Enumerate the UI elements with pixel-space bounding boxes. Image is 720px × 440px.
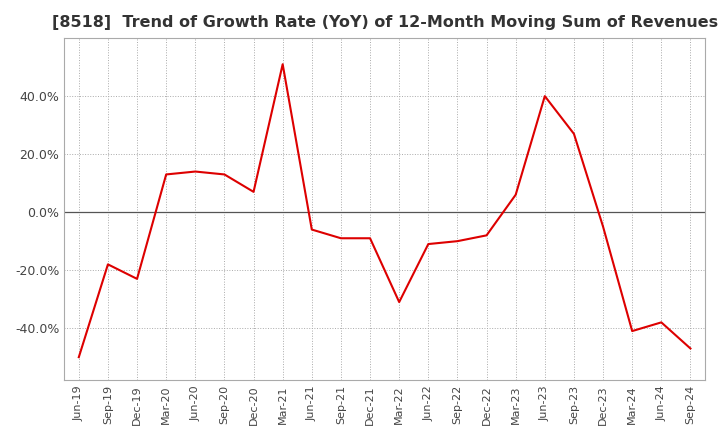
Title: [8518]  Trend of Growth Rate (YoY) of 12-Month Moving Sum of Revenues: [8518] Trend of Growth Rate (YoY) of 12-… <box>52 15 718 30</box>
